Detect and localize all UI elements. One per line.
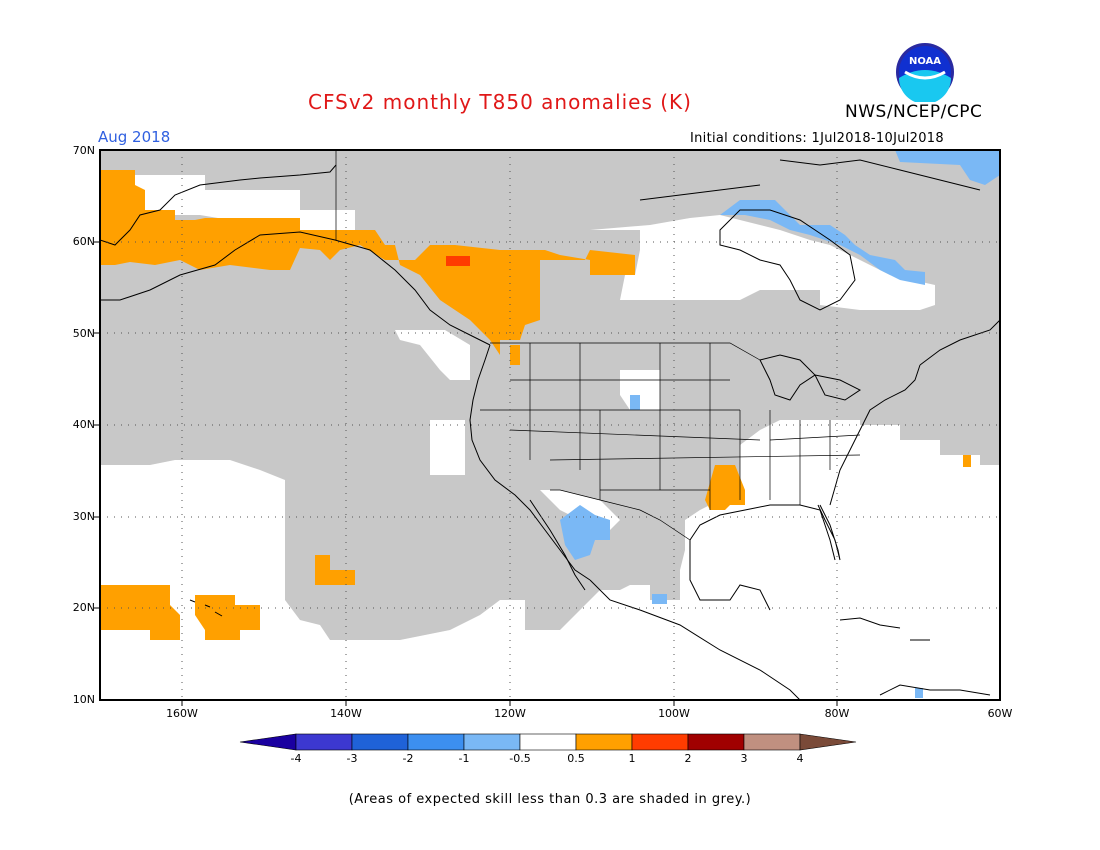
map-title: CFSv2 monthly T850 anomalies (K) [308,90,692,114]
colorbar-label: -2 [402,752,414,765]
colorbar-label: -1 [458,752,470,765]
lon-label-100w: 100W [658,707,690,720]
colorbar-segment [519,733,577,751]
colorbar-segment [407,733,465,751]
colorbar-label: -3 [346,752,358,765]
lon-label-120w: 120W [494,707,526,720]
colorbar-arrow-high [799,733,857,751]
colorbar-segment [687,733,745,751]
lat-label-50n: 50N [72,327,95,340]
lat-label-40n: 40N [72,418,95,431]
colorbar-segment [575,733,633,751]
lat-label-60n: 60N [72,235,95,248]
initial-conditions: Initial conditions: 1Jul2018-10Jul2018 [690,131,944,146]
colorbar-label: 4 [796,752,804,765]
colorbar-label: 0.5 [567,752,585,765]
warm-anomaly-region [100,170,971,640]
lat-label-30n: 30N [72,510,95,523]
footnote: (Areas of expected skill less than 0.3 a… [348,792,752,807]
noaa-logo: NOAA [895,42,955,102]
lon-label-140w: 140W [330,707,362,720]
lat-label-10n: 10N [72,693,95,706]
colorbar-segment [743,733,801,751]
lon-label-80w: 80W [824,707,850,720]
political-borders [335,150,861,541]
colorbar-label: -0.5 [509,752,531,765]
axis-ticks [94,241,838,706]
graticule [100,150,1000,700]
colorbar-segment [351,733,409,751]
colorbar-label: 1 [628,752,636,765]
coastlines [100,159,1000,700]
map-field [100,150,1000,700]
strong-warm-anomaly [446,256,470,266]
colorbar-segment [295,733,353,751]
lat-label-20n: 20N [72,601,95,614]
cool-anomaly-region [560,150,1000,698]
lat-label-70n: 70N [72,144,95,157]
forecast-period: Aug 2018 [98,128,171,146]
colorbar [239,733,857,751]
colorbar-label: 2 [684,752,692,765]
colorbar-label: -4 [290,752,302,765]
colorbar-segment [631,733,689,751]
colorbar-label: 3 [740,752,748,765]
lon-label-160w: 160W [166,707,198,720]
colorbar-arrow-low [239,733,297,751]
lon-label-60w: 60W [987,707,1013,720]
organization-label: NWS/NCEP/CPC [845,102,983,122]
colorbar-segment [463,733,521,751]
svg-text:NOAA: NOAA [909,56,941,67]
